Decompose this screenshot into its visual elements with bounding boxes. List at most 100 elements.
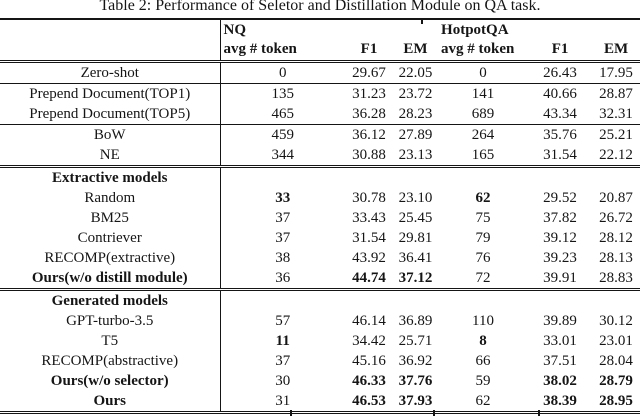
cell: 36.12 bbox=[345, 124, 393, 145]
rule-stub bbox=[538, 410, 540, 416]
cell: 135 bbox=[220, 83, 345, 104]
cell: 46.53 bbox=[352, 393, 386, 409]
cell: 38.02 bbox=[543, 373, 577, 389]
row-label: Prepend Document(TOP5) bbox=[0, 104, 221, 125]
cell: 34.42 bbox=[352, 333, 386, 349]
cell: 39.23 bbox=[543, 250, 577, 266]
cell: 28.83 bbox=[599, 270, 633, 286]
cell bbox=[592, 288, 640, 311]
cell: 33.43 bbox=[352, 210, 386, 226]
cell: 39.12 bbox=[543, 230, 577, 246]
cell bbox=[528, 288, 593, 311]
cell: 0 bbox=[279, 65, 287, 81]
cell: 38.39 bbox=[543, 393, 577, 409]
cell: 37.12 bbox=[398, 270, 433, 286]
header-nq-avg-token: avg # token bbox=[220, 39, 345, 63]
row-label: Ours(w/o selector) bbox=[0, 371, 221, 391]
cell: 37.76 bbox=[398, 373, 433, 389]
cell: 57 bbox=[275, 313, 291, 329]
section-label: Extractive models bbox=[0, 165, 221, 188]
cell: 28.87 bbox=[592, 83, 640, 104]
cell: 29.67 bbox=[352, 65, 386, 81]
cell: 31 bbox=[275, 393, 291, 409]
rule-stub bbox=[290, 410, 292, 416]
section-row: Extractive models bbox=[0, 165, 640, 188]
row-label: Zero-shot bbox=[0, 61, 221, 84]
cell: 165 bbox=[471, 147, 495, 163]
cell: 62 bbox=[475, 393, 491, 409]
header-hotpotqa-f1: F1 bbox=[528, 39, 593, 63]
cell: 11 bbox=[275, 333, 290, 349]
table-row: Ours(w/o distill module) 36 44.74 37.12 72 39… bbox=[0, 268, 640, 290]
cell: 37.93 bbox=[398, 393, 433, 409]
cell: 459 bbox=[220, 124, 345, 145]
cell: 37.51 bbox=[543, 353, 577, 369]
row-label: Prepend Document(TOP1) bbox=[0, 83, 221, 104]
cell bbox=[345, 288, 393, 311]
cell: 689 bbox=[471, 106, 495, 122]
cell: 36 bbox=[275, 270, 291, 286]
cell: 23.10 bbox=[398, 190, 433, 206]
cell: 72 bbox=[475, 270, 491, 286]
cell bbox=[220, 165, 345, 188]
cell: 75 bbox=[475, 210, 491, 226]
header-corner-cell bbox=[0, 19, 221, 63]
cell: 22.05 bbox=[398, 65, 433, 81]
cell: 8 bbox=[479, 333, 487, 349]
header-hotpotqa-em: EM bbox=[592, 39, 640, 63]
section-label: Generated models bbox=[0, 288, 221, 311]
section-row: Generated models bbox=[0, 288, 640, 311]
table-row: RECOMP(extractive) 38 43.92 36.41 76 39.23 28.… bbox=[0, 248, 640, 268]
cell: 141 bbox=[438, 83, 529, 104]
cell: 23.13 bbox=[398, 147, 433, 163]
cell: 46.14 bbox=[352, 313, 386, 329]
cell: 46.33 bbox=[352, 373, 386, 389]
header-nq-em: EM bbox=[393, 39, 439, 63]
cell: 43.34 bbox=[543, 106, 577, 122]
header-group-hotpotqa: HotpotQA bbox=[441, 22, 509, 38]
table-row: Prepend Document(TOP5) 465 36.28 28.23 689 43… bbox=[0, 104, 640, 125]
table-caption: Table 2: Performance of Seletor and Dist… bbox=[99, 0, 541, 14]
cell bbox=[345, 165, 393, 188]
results-table-wrapper: NQ HotpotQA avg # token F1 EM avg # toke… bbox=[0, 18, 640, 416]
cell: 28.04 bbox=[599, 353, 633, 369]
table-row: GPT-turbo-3.5 57 46.14 36.89 110 39.89 30.12 bbox=[0, 311, 640, 331]
row-label: NE bbox=[0, 145, 221, 167]
cell: 37 bbox=[275, 230, 291, 246]
cell bbox=[438, 165, 529, 188]
row-label: RECOMP(abstractive) bbox=[0, 351, 221, 371]
cell: 28.23 bbox=[398, 106, 433, 122]
cell: 31.54 bbox=[543, 147, 577, 163]
header-hotpotqa-avg-token: avg # token bbox=[438, 39, 529, 63]
cell: 36.28 bbox=[352, 106, 386, 122]
cell: 264 bbox=[438, 124, 529, 145]
cell: 36.92 bbox=[398, 353, 433, 369]
row-label: Ours bbox=[0, 391, 221, 413]
row-label: T5 bbox=[0, 331, 221, 351]
header-group-row: NQ HotpotQA bbox=[0, 19, 640, 63]
results-table: NQ HotpotQA avg # token F1 EM avg # toke… bbox=[0, 18, 640, 414]
cell: 31.23 bbox=[345, 83, 393, 104]
cell: 45.16 bbox=[352, 353, 386, 369]
header-group-nq: NQ bbox=[223, 22, 247, 38]
table-row: Contriever 37 31.54 29.81 79 39.12 28.12 bbox=[0, 228, 640, 248]
cell: 17.95 bbox=[599, 65, 633, 81]
cell: 22.12 bbox=[599, 147, 633, 163]
table-row: Random 33 30.78 23.10 62 29.52 20.87 bbox=[0, 188, 640, 208]
cell: 23.72 bbox=[393, 83, 439, 104]
cell: 32.31 bbox=[599, 106, 633, 122]
table-row: RECOMP(abstractive) 37 45.16 36.92 66 37.51 28… bbox=[0, 351, 640, 371]
cell: 28.12 bbox=[599, 230, 633, 246]
cell: 31.54 bbox=[352, 230, 386, 246]
cell bbox=[592, 165, 640, 188]
cell: 39.91 bbox=[543, 270, 577, 286]
cell: 62 bbox=[475, 190, 491, 206]
cell: 27.89 bbox=[393, 124, 439, 145]
cell: 38 bbox=[275, 250, 291, 266]
cell: 40.66 bbox=[528, 83, 593, 104]
row-label: Random bbox=[0, 188, 221, 208]
cell: 20.87 bbox=[599, 190, 633, 206]
table-row: BoW 459 36.12 27.89 264 35.76 25.21 bbox=[0, 124, 640, 145]
cell bbox=[528, 165, 593, 188]
cell: 110 bbox=[472, 313, 494, 329]
